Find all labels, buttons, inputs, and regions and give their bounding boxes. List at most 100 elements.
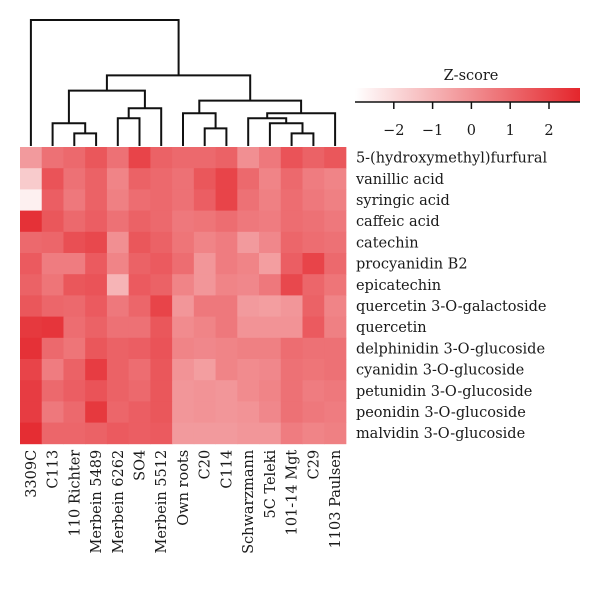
colorbar-ticks: −2 −1 0 1 2 xyxy=(355,101,580,139)
heatmap-cell xyxy=(237,210,260,233)
heatmap-cell xyxy=(20,231,43,254)
heatmap-cell xyxy=(324,231,347,254)
heatmap-cell xyxy=(324,401,347,423)
colorbar-tick-label: −2 xyxy=(383,123,404,139)
heatmap-cell xyxy=(215,231,238,254)
dendrogram-link xyxy=(198,99,303,114)
heatmap-cell xyxy=(259,316,282,339)
column-label-1103-paulsen: 1103 Paulsen xyxy=(328,450,344,549)
heatmap-cell xyxy=(150,401,173,423)
heatmap-cell xyxy=(302,231,325,254)
heatmap-cell xyxy=(20,147,43,169)
heatmap-cell xyxy=(63,253,86,275)
heatmap-cell xyxy=(259,189,282,211)
heatmap-cell xyxy=(324,337,347,360)
row-label-cyanidin-3-o-glucoside: cyanidin 3-O-glucoside xyxy=(356,363,524,379)
dendrogram-link xyxy=(290,132,315,146)
column-label-110-richter: 110 Richter xyxy=(67,450,83,537)
heatmap-cell xyxy=(150,168,173,190)
heatmap-cell xyxy=(85,253,108,275)
heatmap-cell xyxy=(63,295,86,317)
heatmap-cell xyxy=(41,295,64,317)
heatmap-cell xyxy=(172,253,195,275)
heatmap-cell xyxy=(302,147,325,169)
dendrogram-link xyxy=(73,132,98,146)
heatmap-cell xyxy=(259,295,282,317)
heatmap-cell xyxy=(106,316,130,339)
heatmap-cell xyxy=(63,337,86,360)
heatmap-cell xyxy=(324,274,347,296)
heatmap-cell xyxy=(280,189,303,211)
heatmap-cell xyxy=(172,359,195,381)
dendrogram-link xyxy=(268,122,304,146)
heatmap-cell xyxy=(106,231,130,254)
column-label-so4: SO4 xyxy=(133,450,149,481)
heatmap-cell xyxy=(106,401,130,423)
heatmap-cell xyxy=(41,147,64,169)
heatmap-cell xyxy=(215,168,238,190)
heatmap-cell xyxy=(259,337,282,360)
heatmap-cell xyxy=(63,359,86,381)
heatmap-cell xyxy=(215,316,238,339)
heatmap-cell xyxy=(237,253,260,275)
heatmap-cell xyxy=(85,359,108,381)
column-label-schwarzmann: Schwarzmann xyxy=(241,450,257,554)
heatmap-cell xyxy=(302,189,325,211)
heatmap-cell xyxy=(172,210,195,233)
heatmap-cell xyxy=(128,316,151,339)
heatmap-cell xyxy=(215,189,238,211)
heatmap-cell xyxy=(302,401,325,423)
heatmap-cell xyxy=(280,274,303,296)
heatmap-cell xyxy=(150,189,173,211)
heatmap-cell xyxy=(172,274,195,296)
heatmap-cell xyxy=(41,210,64,233)
heatmap-cell xyxy=(324,422,347,445)
heatmap-cell xyxy=(106,210,130,233)
heatmap-cell xyxy=(172,337,195,360)
column-label-c114: C114 xyxy=(219,450,235,489)
heatmap-cell xyxy=(63,380,86,402)
heatmap-cell xyxy=(172,231,195,254)
row-label-quercetin-3-o-galactoside: quercetin 3-O-galactoside xyxy=(356,299,547,315)
heatmap-cell xyxy=(150,380,173,402)
colorbar xyxy=(355,88,580,102)
heatmap-cell xyxy=(128,231,151,254)
heatmap-cell xyxy=(41,380,64,402)
heatmap-cell xyxy=(280,337,303,360)
heatmap-cell xyxy=(85,168,108,190)
heatmap-cell xyxy=(41,337,64,360)
heatmap-cell xyxy=(150,210,173,233)
heatmap-cell xyxy=(20,210,43,233)
heatmap-cell xyxy=(106,295,130,317)
heatmap-cell xyxy=(106,147,130,169)
heatmap-cell xyxy=(324,210,347,233)
row-label-delphinidin-3-o-glucoside: delphinidin 3-O-glucoside xyxy=(356,341,545,357)
heatmap-cell xyxy=(106,359,130,381)
heatmap-cell xyxy=(20,401,43,423)
legend-title: Z-score xyxy=(444,68,499,84)
heatmap-cell xyxy=(63,168,86,190)
heatmap-cell xyxy=(193,189,216,211)
heatmap-cell xyxy=(85,274,108,296)
column-label-c20: C20 xyxy=(198,450,214,480)
heatmap-cell xyxy=(63,147,86,169)
heatmap-cell xyxy=(150,359,173,381)
heatmap-cell xyxy=(63,189,86,211)
heatmap-cell xyxy=(259,422,282,445)
row-labels: 5-(hydroxymethyl)furfural vanillic acid sy… xyxy=(355,151,548,443)
heatmap-cell xyxy=(215,401,238,423)
heatmap-cell xyxy=(85,316,108,339)
heatmap-cell xyxy=(128,147,151,169)
colorbar-legend: Z-score −2 −1 0 1 2 xyxy=(355,68,580,139)
colorbar-tick-label: 1 xyxy=(506,123,515,139)
heatmap-cell xyxy=(20,337,43,360)
heatmap-cell xyxy=(85,231,108,254)
heatmap-cell xyxy=(172,295,195,317)
heatmap-cell xyxy=(280,401,303,423)
heatmap-cell xyxy=(237,295,260,317)
column-label-own-roots: Own roots xyxy=(176,450,192,526)
column-label-c29: C29 xyxy=(306,450,322,480)
row-label-malvidin-3-o-glucoside: malvidin 3-O-glucoside xyxy=(356,426,525,442)
dendrogram-link xyxy=(127,107,163,146)
heatmap-cell xyxy=(280,231,303,254)
